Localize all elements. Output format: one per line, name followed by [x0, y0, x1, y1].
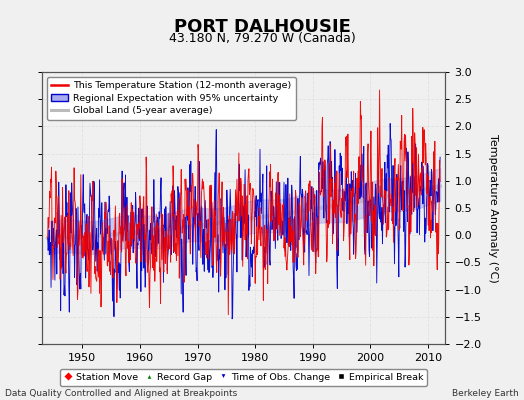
Text: Data Quality Controlled and Aligned at Breakpoints: Data Quality Controlled and Aligned at B… [5, 389, 237, 398]
Text: 43.180 N, 79.270 W (Canada): 43.180 N, 79.270 W (Canada) [169, 32, 355, 45]
Legend: Station Move, Record Gap, Time of Obs. Change, Empirical Break: Station Move, Record Gap, Time of Obs. C… [60, 369, 428, 386]
Text: PORT DALHOUSIE: PORT DALHOUSIE [173, 18, 351, 36]
Text: Berkeley Earth: Berkeley Earth [452, 389, 519, 398]
Y-axis label: Temperature Anomaly (°C): Temperature Anomaly (°C) [488, 134, 498, 282]
